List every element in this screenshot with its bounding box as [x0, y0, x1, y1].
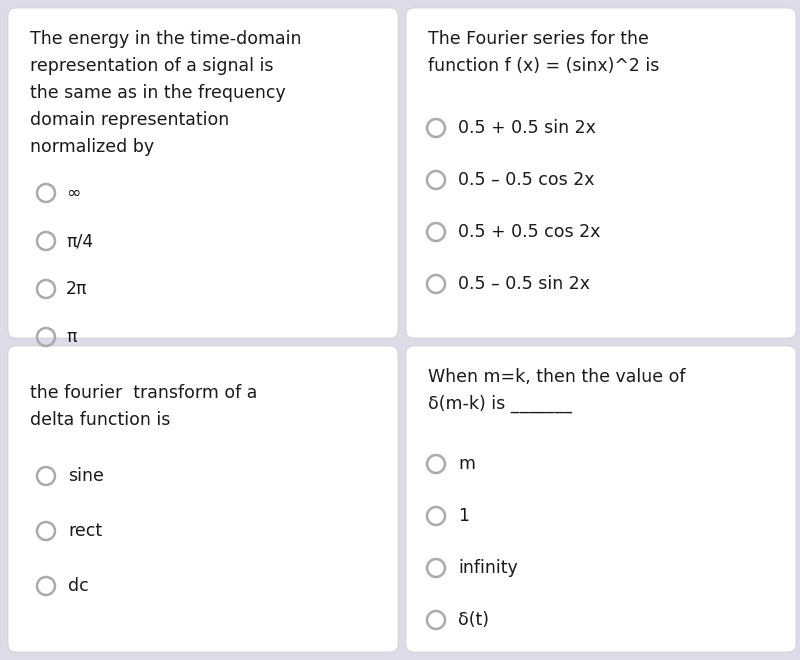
Text: dc: dc: [68, 577, 89, 595]
Text: sine: sine: [68, 467, 104, 485]
Text: rect: rect: [68, 522, 102, 540]
Text: The energy in the time-domain
representation of a signal is
the same as in the f: The energy in the time-domain representa…: [30, 30, 302, 156]
Text: 0.5 – 0.5 cos 2x: 0.5 – 0.5 cos 2x: [458, 171, 594, 189]
Text: 2π: 2π: [66, 280, 87, 298]
Text: ∞: ∞: [66, 184, 81, 202]
FancyBboxPatch shape: [406, 8, 796, 338]
Text: infinity: infinity: [458, 559, 518, 577]
FancyBboxPatch shape: [8, 346, 398, 652]
Text: The Fourier series for the
function f (x) = (sinx)^2 is: The Fourier series for the function f (x…: [428, 30, 659, 75]
Text: π/4: π/4: [66, 232, 94, 250]
Text: the fourier  transform of a
delta function is: the fourier transform of a delta functio…: [30, 384, 258, 429]
Text: 0.5 + 0.5 sin 2x: 0.5 + 0.5 sin 2x: [458, 119, 596, 137]
Text: When m=k, then the value of
δ(m-k) is _______: When m=k, then the value of δ(m-k) is __…: [428, 368, 686, 413]
FancyBboxPatch shape: [406, 346, 796, 652]
Text: δ(t): δ(t): [458, 611, 489, 629]
Text: 1: 1: [458, 507, 469, 525]
Text: 0.5 – 0.5 sin 2x: 0.5 – 0.5 sin 2x: [458, 275, 590, 293]
Text: 0.5 + 0.5 cos 2x: 0.5 + 0.5 cos 2x: [458, 223, 600, 241]
FancyBboxPatch shape: [8, 8, 398, 338]
Text: m: m: [458, 455, 475, 473]
Text: π: π: [66, 328, 77, 346]
